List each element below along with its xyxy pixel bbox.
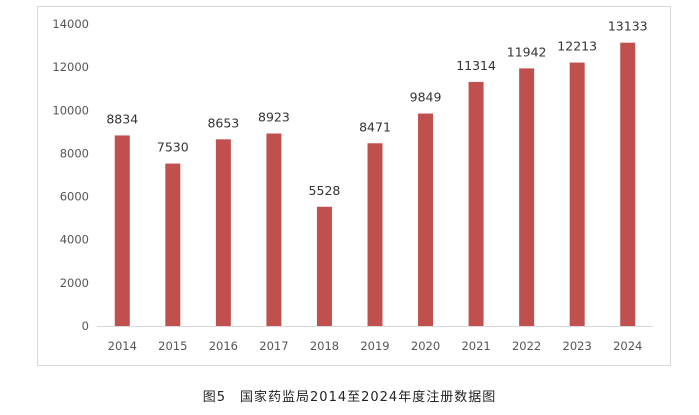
data-label: 8834 [106, 111, 138, 126]
data-label: 8471 [359, 119, 391, 134]
x-tick-label: 2014 [108, 339, 137, 353]
bar [215, 139, 231, 326]
bar [569, 62, 585, 326]
y-tick-label: 8000 [60, 146, 89, 160]
y-tick-label: 0 [82, 319, 89, 333]
data-label: 13133 [608, 19, 648, 34]
bar [468, 81, 484, 326]
bar [165, 163, 181, 326]
x-tick-label: 2015 [158, 339, 187, 353]
x-tick-label: 2018 [310, 339, 339, 353]
x-tick-label: 2019 [360, 339, 389, 353]
bar [114, 135, 130, 326]
x-tick-label: 2016 [209, 339, 238, 353]
y-tick-label: 4000 [60, 233, 89, 247]
data-label: 12213 [557, 39, 597, 54]
x-tick-label: 2024 [613, 339, 642, 353]
x-tick-label: 2020 [411, 339, 440, 353]
data-label: 5528 [309, 183, 341, 198]
chart-frame [37, 6, 671, 366]
bar [367, 143, 383, 326]
data-label: 11942 [507, 44, 547, 59]
data-label: 11314 [456, 58, 496, 73]
bar [266, 133, 282, 326]
data-label: 7530 [157, 140, 189, 155]
data-label: 8653 [207, 115, 239, 130]
y-tick-label: 2000 [60, 276, 89, 290]
x-tick-label: 2022 [512, 339, 541, 353]
data-label: 9849 [410, 90, 442, 105]
y-tick-label: 10000 [52, 103, 89, 117]
x-tick-label: 2017 [259, 339, 288, 353]
x-tick-label: 2021 [461, 339, 490, 353]
bar [316, 206, 332, 326]
x-tick-label: 2023 [563, 339, 592, 353]
data-label: 8923 [258, 110, 290, 125]
bar [519, 68, 535, 327]
y-tick-label: 6000 [60, 190, 89, 204]
y-tick-label: 12000 [52, 60, 89, 74]
bar [418, 113, 434, 326]
figure-caption: 图5 国家药监局2014至2024年度注册数据图 [202, 390, 497, 405]
y-tick-label: 14000 [52, 17, 89, 31]
bar [620, 42, 636, 327]
